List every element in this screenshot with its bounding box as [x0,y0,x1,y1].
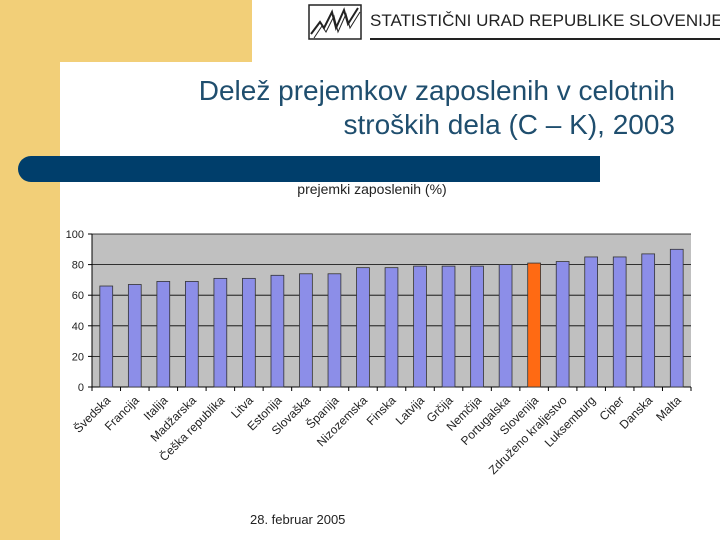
bar [270,274,285,388]
x-tick-label: Latvija [393,393,428,428]
y-tick-label: 40 [72,321,84,333]
bar [213,277,228,388]
y-tick-label: 0 [78,382,84,394]
bar [641,253,656,388]
surs-logo-icon [308,4,362,40]
top-decor-band [0,0,252,62]
left-decor-band [0,0,60,540]
footer-date: 28. februar 2005 [250,512,346,527]
bar [185,281,199,388]
title-underline-bar [18,156,600,182]
bar [612,256,627,388]
x-tick-label: Finska [364,393,399,428]
chart-title: prejemki zaposlenih (%) [297,181,446,197]
x-tick-label: Malta [653,393,684,424]
y-tick-label: 20 [72,351,84,363]
slide-title-line-2: stroških dela (C – K), 2003 [343,109,676,140]
bar [99,285,114,388]
bar [498,264,513,388]
y-tick-label: 60 [72,290,84,302]
bar [669,248,684,388]
slide-title-line-1: Delež prejemkov zaposlenih v celotnih [198,75,675,106]
bar [156,281,171,388]
header-rule [370,38,720,40]
y-tick-label: 80 [72,260,84,272]
bar [584,256,598,388]
bar [527,262,541,388]
bar [242,277,256,388]
bar [441,265,456,388]
slide-title: Delež prejemkov zaposlenih v celotnih st… [80,74,675,142]
bar [470,265,484,388]
bar [555,261,570,388]
bar [327,273,342,388]
org-name: STATISTIČNI URAD REPUBLIKE SLOVENIJE [370,11,720,30]
bar [299,273,313,388]
bar [127,284,142,388]
y-tick-label: 100 [66,229,84,241]
bar [356,267,370,388]
bar [384,267,399,388]
bar [413,265,427,388]
